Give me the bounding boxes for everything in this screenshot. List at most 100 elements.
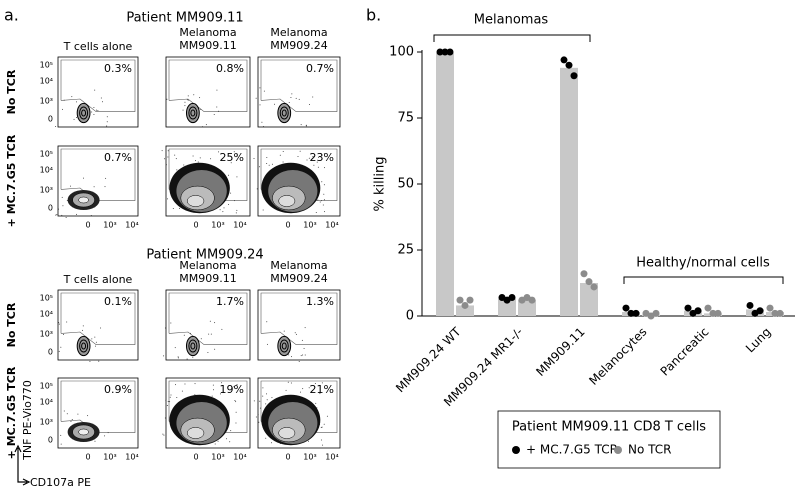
event-dot (217, 440, 219, 442)
flow-x-tick: 10⁴ (125, 221, 138, 230)
legend-marker (614, 446, 622, 454)
replicate-point (746, 301, 754, 309)
event-dot (210, 158, 212, 160)
event-dot (322, 444, 324, 446)
event-dot (70, 185, 72, 187)
annotation: Melanomas (474, 13, 549, 28)
event-dot (193, 94, 195, 96)
gate (260, 59, 338, 112)
event-dot (236, 384, 238, 386)
event-dot (199, 97, 201, 99)
event-dot (177, 356, 179, 358)
column-header: MM909.24 (270, 39, 327, 52)
flow-x-tick: 0 (193, 221, 198, 230)
replicate-point (580, 270, 588, 278)
event-dot (175, 384, 177, 386)
event-dot (218, 151, 220, 153)
flow-y-tick: 0 (48, 436, 53, 445)
event-dot (266, 321, 268, 323)
panel-label: a. (4, 6, 19, 25)
event-dot (174, 154, 176, 156)
event-dot (174, 347, 176, 349)
y-tick-label: 100 (389, 45, 414, 60)
event-dot (283, 330, 285, 332)
event-dot (166, 98, 168, 100)
event-dot (315, 402, 317, 404)
flow-plot-frame (57, 56, 139, 128)
event-dot (208, 333, 210, 335)
event-dot (165, 399, 167, 401)
event-dot (318, 157, 320, 159)
patient-title: Patient MM909.11 (126, 11, 243, 26)
event-dot (94, 89, 96, 91)
column-header: T cells alone (63, 40, 133, 53)
event-dot (195, 160, 197, 162)
event-dot (258, 421, 260, 423)
event-dot (58, 208, 60, 210)
y-tick-label: 75 (397, 111, 414, 126)
density-contour (79, 106, 89, 120)
column-header: MM909.24 (270, 272, 327, 285)
replicate-point (528, 296, 536, 304)
event-dot (77, 413, 79, 415)
event-dot (271, 397, 273, 399)
event-dot (170, 394, 172, 396)
event-dot (253, 158, 255, 160)
event-dot (186, 358, 188, 360)
event-dot (194, 394, 196, 396)
flow-y-tick: 10⁴ (40, 398, 53, 407)
event-dot (100, 97, 102, 99)
flow-x-tick: 10⁴ (233, 453, 246, 462)
event-dot (164, 417, 166, 419)
flow-y-tick: 0 (48, 204, 53, 213)
event-dot (230, 162, 232, 164)
event-dot (58, 322, 60, 324)
replicate-point (565, 61, 573, 69)
event-dot (299, 150, 301, 152)
event-dot (167, 400, 169, 402)
event-dot (177, 357, 179, 359)
event-dot (163, 355, 165, 357)
row-label: + MC.7.G5 TCR (5, 366, 18, 459)
event-dot (107, 432, 109, 434)
gate (60, 292, 136, 345)
event-dot (163, 434, 165, 436)
flow-y-tick: 0 (48, 115, 53, 124)
event-dot (319, 201, 321, 203)
event-dot (221, 382, 223, 384)
event-dot (255, 416, 257, 418)
event-dot (213, 113, 215, 115)
density-contour (81, 342, 87, 350)
event-dot (176, 396, 178, 398)
replicate-point (714, 309, 722, 317)
percentage: 25% (220, 151, 244, 164)
bar (518, 300, 536, 316)
event-dot (82, 329, 84, 331)
event-dot (106, 121, 108, 123)
event-dot (294, 332, 296, 334)
bar (456, 305, 474, 316)
event-dot (308, 157, 310, 159)
event-dot (106, 116, 108, 118)
event-dot (233, 151, 235, 153)
event-dot (298, 361, 300, 363)
percentage: 0.7% (104, 151, 132, 164)
flow-y-tick: 10³ (40, 97, 53, 106)
event-dot (82, 325, 84, 327)
event-dot (199, 157, 201, 159)
replicate-point (461, 301, 469, 309)
density-contour (281, 109, 287, 117)
flow-y-tick: 10⁵ (40, 61, 53, 70)
event-dot (221, 328, 223, 330)
y-axis-label: TNF PE-Vio770 (21, 380, 34, 461)
event-dot (235, 411, 237, 413)
flow-y-tick: 10⁵ (40, 294, 53, 303)
flow-y-tick: 10³ (40, 418, 53, 427)
x-tick-label: Lung (743, 325, 774, 356)
event-dot (308, 103, 310, 105)
column-header: Melanoma (270, 259, 327, 272)
replicate-point (570, 72, 578, 80)
event-dot (65, 216, 67, 218)
percentage: 1.7% (216, 295, 244, 308)
column-header: MM909.11 (179, 272, 236, 285)
